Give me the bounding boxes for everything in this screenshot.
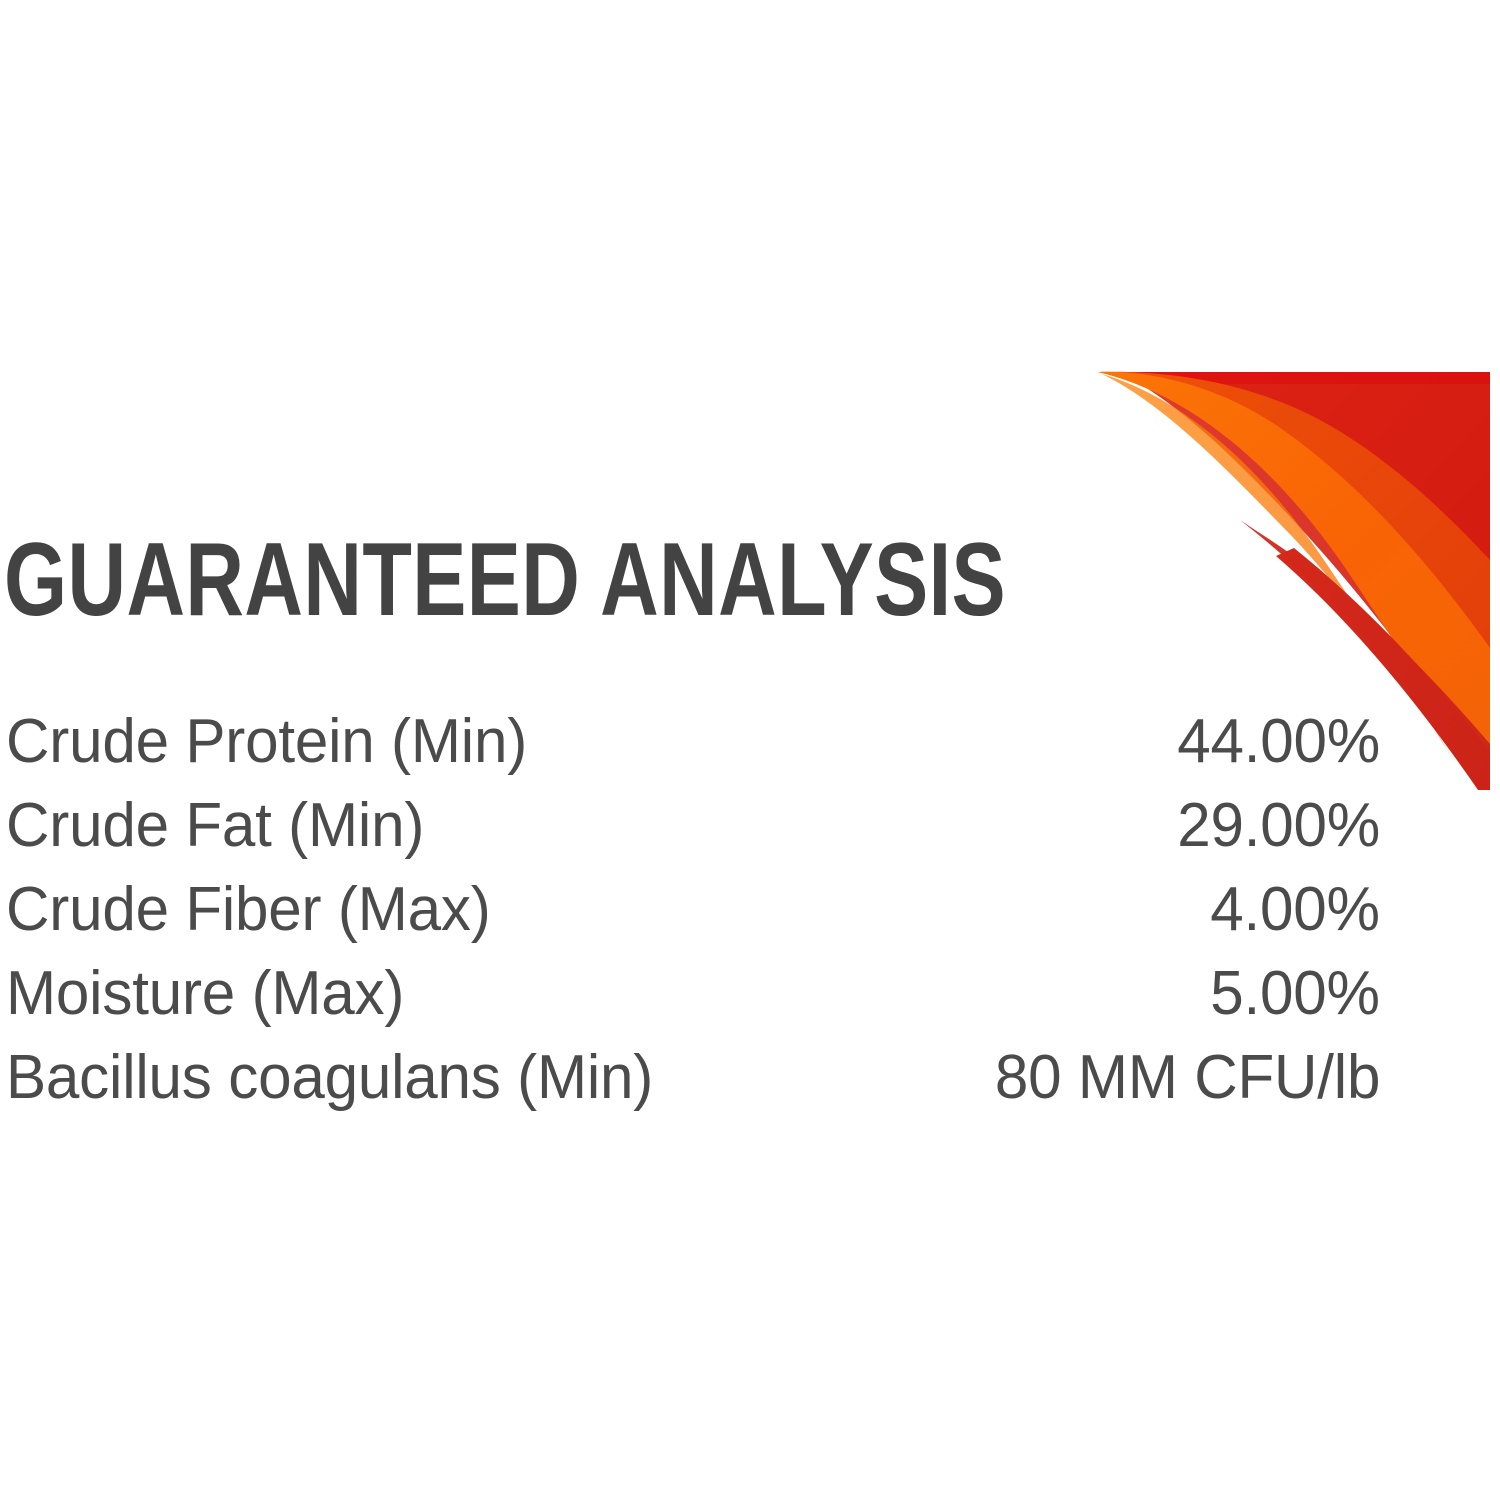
nutrient-value: 80 MM CFU/lb <box>994 1043 1380 1112</box>
nutrient-label: Crude Fat (Min) <box>6 791 425 860</box>
page-title: GUARANTEED ANALYSIS <box>4 522 1007 638</box>
red-orange-swoosh-graphic <box>1080 0 1500 800</box>
table-row: Crude Fat (Min) 29.00% <box>6 784 1380 868</box>
table-row: Crude Fiber (Max) 4.00% <box>6 868 1380 952</box>
nutrient-label: Moisture (Max) <box>6 959 405 1028</box>
nutrient-label: Crude Protein (Min) <box>6 707 528 776</box>
table-row: Bacillus coagulans (Min) 80 MM CFU/lb <box>6 1036 1380 1120</box>
table-row: Crude Protein (Min) 44.00% <box>6 700 1380 784</box>
nutrient-value: 29.00% <box>1177 791 1380 860</box>
guaranteed-analysis-table: Crude Protein (Min) 44.00% Crude Fat (Mi… <box>6 700 1380 1120</box>
nutrient-label: Bacillus coagulans (Min) <box>6 1043 654 1112</box>
nutrient-value: 5.00% <box>1210 959 1380 1028</box>
table-row: Moisture (Max) 5.00% <box>6 952 1380 1036</box>
nutrient-value: 4.00% <box>1210 875 1380 944</box>
nutrient-label: Crude Fiber (Max) <box>6 875 491 944</box>
nutrient-value: 44.00% <box>1177 707 1380 776</box>
